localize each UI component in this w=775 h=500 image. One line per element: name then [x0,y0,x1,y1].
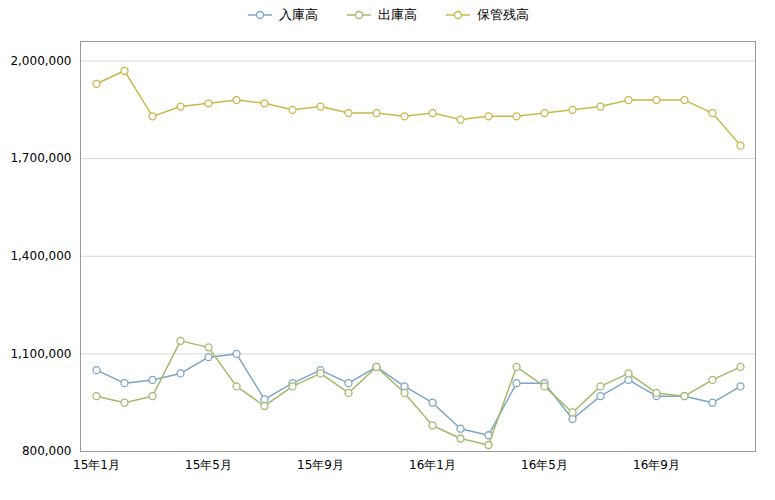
svg-text:1,100,000: 1,100,000 [10,347,71,361]
svg-text:1,400,000: 1,400,000 [10,249,71,263]
svg-text:15年5月: 15年5月 [185,458,232,472]
svg-text:15年9月: 15年9月 [297,458,344,472]
html-text:入庫高: 入庫高 [278,7,318,22]
html-text:出庫高: 出庫高 [377,7,417,22]
svg-text:2,000,000: 2,000,000 [10,54,71,68]
svg-text:15年1月: 15年1月 [73,458,120,472]
svg-text:16年1月: 16年1月 [409,458,456,472]
svg-text:16年5月: 16年5月 [521,458,568,472]
svg-text:1,700,000: 1,700,000 [10,151,71,165]
svg-text:16年9月: 16年9月 [633,458,680,472]
svg-text:800,000: 800,000 [22,444,72,458]
html-text:保管残高: 保管残高 [476,7,529,22]
